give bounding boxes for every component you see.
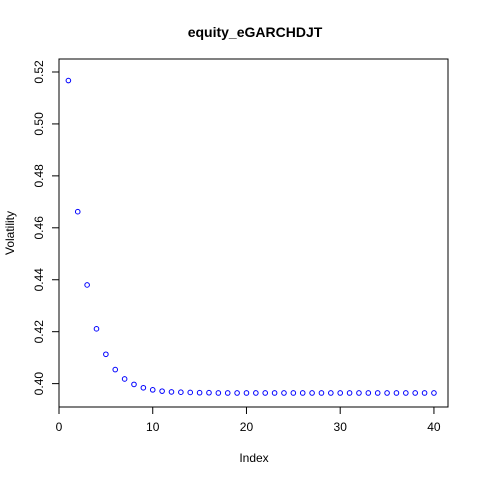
data-point-32: [356, 390, 362, 396]
data-point-28: [318, 390, 325, 396]
x-axis-label: Index: [239, 451, 268, 465]
data-point-12: [168, 389, 175, 395]
data-point-6: [112, 366, 119, 373]
y-axis-label: Volatility: [3, 211, 17, 255]
data-point-1: [65, 77, 72, 84]
data-point-2: [74, 208, 81, 215]
y-tick-label-1: 0.42: [32, 320, 46, 344]
y-tick-label-5: 0.50: [32, 112, 46, 136]
data-point-33: [365, 390, 372, 396]
data-point-40: [431, 390, 437, 396]
y-tick-label-3: 0.46: [32, 216, 46, 240]
data-point-7: [121, 376, 128, 382]
data-point-37: [403, 390, 409, 396]
data-point-4: [93, 326, 100, 332]
x-axis: 0 10 20 30 40: [56, 407, 441, 434]
x-tick-label-0: 0: [56, 420, 63, 434]
y-axis: 0.40 0.42 0.44 0.46 0.48 0.50 0.52: [32, 60, 59, 395]
data-point-15: [196, 389, 203, 396]
data-point-29: [328, 390, 334, 396]
data-point-11: [159, 388, 165, 394]
data-point-19: [234, 390, 240, 396]
data-point-8: [131, 381, 137, 388]
data-point-18: [224, 390, 231, 396]
data-point-38: [412, 390, 418, 396]
y-tick-label-6: 0.52: [32, 60, 46, 84]
data-point-27: [309, 390, 315, 396]
data-point-14: [187, 389, 194, 396]
data-point-23: [271, 390, 278, 396]
data-point-17: [215, 390, 222, 396]
plot-area-box: [58, 58, 449, 408]
data-point-5: [103, 351, 109, 358]
x-tick-label-3: 30: [334, 420, 348, 434]
chart-title: equity_eGARCHDJT: [188, 24, 323, 40]
data-point-35: [384, 390, 390, 396]
data-point-25: [290, 390, 297, 396]
data-point-21: [253, 390, 259, 396]
data-point-10: [149, 387, 156, 393]
data-point-31: [346, 390, 353, 396]
y-tick-label-0: 0.40: [32, 372, 46, 396]
data-points: [65, 77, 437, 396]
data-point-39: [421, 390, 428, 396]
data-point-22: [262, 390, 269, 396]
data-point-16: [206, 389, 212, 396]
data-point-3: [84, 282, 90, 288]
data-point-26: [299, 390, 306, 396]
data-point-24: [281, 390, 287, 396]
data-point-34: [374, 390, 381, 396]
data-point-9: [140, 384, 147, 391]
y-tick-label-2: 0.44: [32, 268, 46, 292]
data-point-36: [393, 390, 400, 396]
x-tick-label-1: 10: [146, 420, 160, 434]
data-point-30: [337, 390, 344, 396]
y-tick-label-4: 0.48: [32, 164, 46, 188]
data-point-20: [243, 390, 250, 396]
x-tick-label-4: 40: [427, 420, 441, 434]
data-point-13: [178, 389, 184, 395]
x-tick-label-2: 20: [240, 420, 254, 434]
